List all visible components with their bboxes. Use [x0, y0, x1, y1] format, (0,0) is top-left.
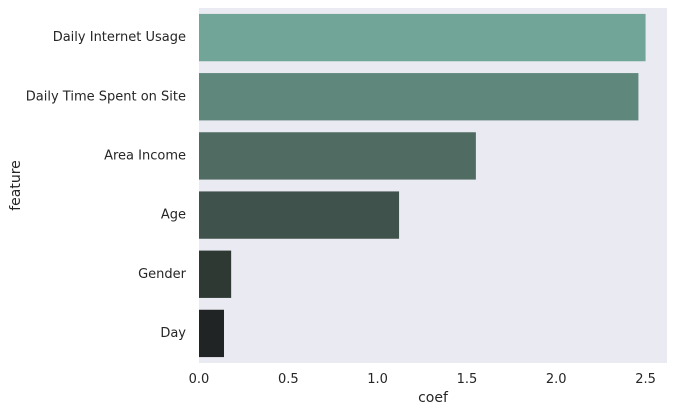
x-axis-label: coef	[418, 390, 449, 406]
bar-day	[199, 309, 225, 358]
x-tick-label: 0.0	[189, 372, 210, 387]
plot-area	[199, 8, 667, 363]
bar-gender	[199, 250, 232, 298]
x-tick-label: 0.5	[278, 372, 299, 387]
x-tick-label: 2.5	[635, 372, 656, 387]
bar-daily-time-spent-on-site	[199, 73, 639, 121]
y-tick-label: Day	[160, 326, 186, 341]
bar-age	[199, 191, 400, 239]
x-tick-label: 1.0	[367, 372, 388, 387]
bar-daily-internet-usage	[199, 13, 646, 62]
y-tick-label: Gender	[138, 267, 187, 282]
y-tick-label: Daily Internet Usage	[53, 30, 186, 45]
y-tick-label: Daily Time Spent on Site	[26, 89, 186, 104]
y-axis-label: feature	[8, 160, 24, 211]
x-tick-label: 1.5	[457, 372, 478, 387]
x-tick-label: 2.0	[546, 372, 567, 387]
y-tick-label: Area Income	[104, 148, 186, 163]
bar-area-income	[199, 132, 476, 180]
y-tick-label: Age	[161, 208, 186, 223]
